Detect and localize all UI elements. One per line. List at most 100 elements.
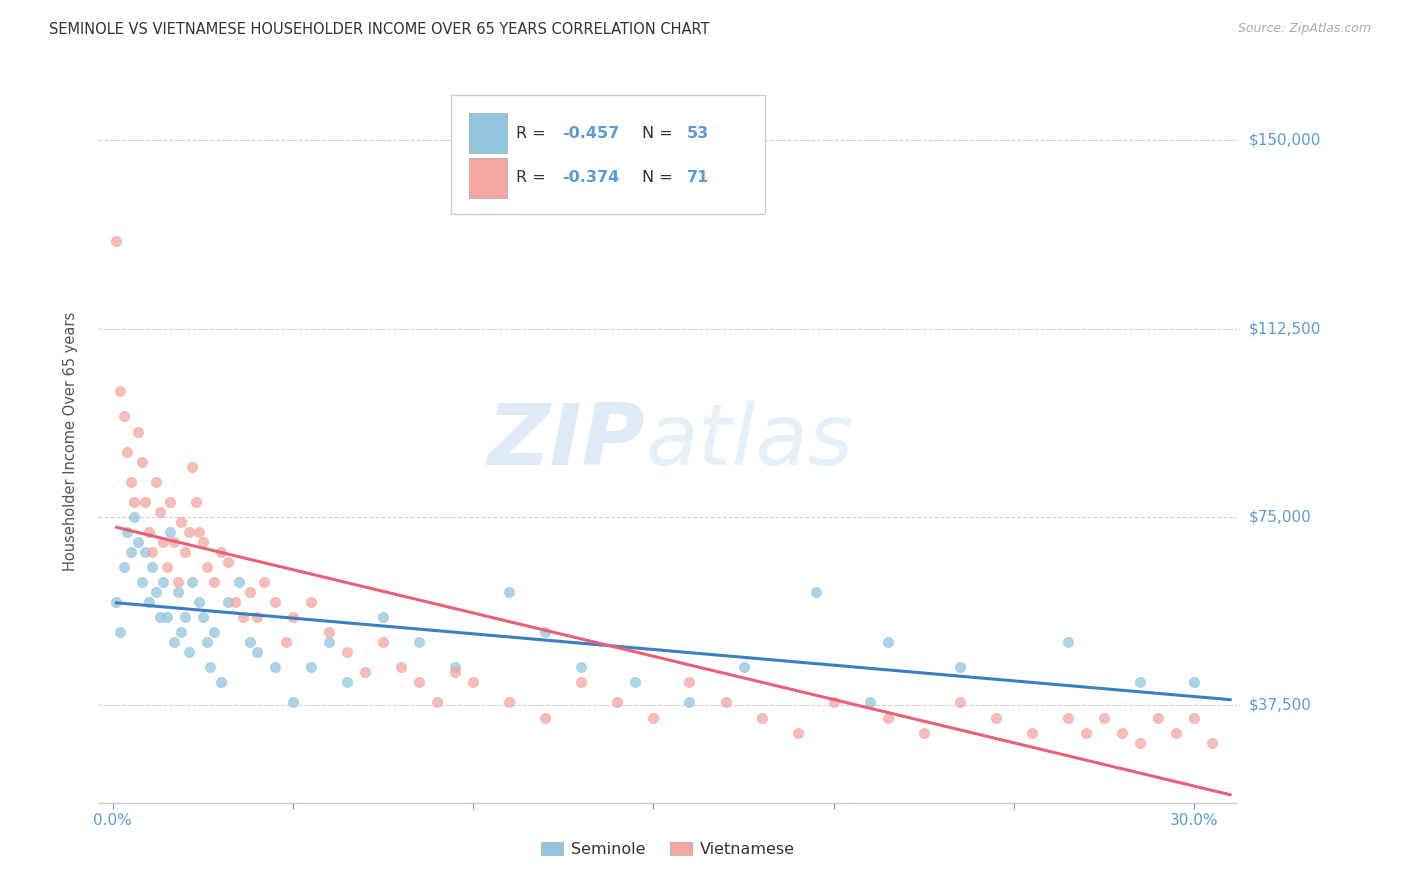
Point [191, 534, 214, 549]
Point [949, 696, 972, 710]
Y-axis label: Householder Income Over 65 years: Householder Income Over 65 years [63, 312, 77, 571]
Point [156, 560, 179, 574]
Text: atlas: atlas [645, 400, 853, 483]
Point [823, 696, 845, 710]
Point [191, 610, 214, 624]
Point [274, 635, 297, 649]
Point [1201, 735, 1223, 749]
Point [624, 675, 647, 690]
Point [177, 524, 200, 539]
Point [202, 625, 225, 640]
Point [108, 625, 131, 640]
Point [124, 509, 146, 524]
Point [105, 234, 128, 248]
Point [318, 625, 340, 640]
Point [152, 534, 174, 549]
Text: SEMINOLE VS VIETNAMESE HOUSEHOLDER INCOME OVER 65 YEARS CORRELATION CHART: SEMINOLE VS VIETNAMESE HOUSEHOLDER INCOM… [49, 22, 710, 37]
Point [174, 610, 197, 624]
Point [131, 454, 153, 468]
Point [117, 444, 139, 458]
Point [246, 610, 269, 624]
Point [299, 595, 322, 609]
Point [138, 595, 160, 609]
Point [127, 425, 149, 439]
Point [195, 635, 218, 649]
Point [239, 585, 262, 599]
Point [184, 494, 207, 508]
Point [117, 524, 139, 539]
Point [181, 459, 204, 474]
Point [170, 515, 193, 529]
Point [198, 660, 221, 674]
Point [138, 524, 160, 539]
Legend: Seminole, Vietnamese: Seminole, Vietnamese [534, 836, 801, 863]
Point [156, 610, 179, 624]
Point [149, 610, 172, 624]
Point [170, 625, 193, 640]
Point [804, 585, 827, 599]
Point [209, 675, 232, 690]
Point [131, 574, 153, 589]
Point [984, 710, 1007, 724]
Point [463, 675, 485, 690]
Point [159, 494, 181, 508]
Point [120, 475, 142, 489]
Point [336, 645, 359, 659]
Point [217, 555, 239, 569]
Point [281, 696, 304, 710]
Text: $37,500: $37,500 [1249, 698, 1312, 713]
Point [188, 524, 211, 539]
Point [408, 635, 430, 649]
Point [281, 610, 304, 624]
Point [534, 625, 557, 640]
Point [1182, 675, 1205, 690]
Point [751, 710, 773, 724]
Point [181, 574, 204, 589]
Point [1057, 710, 1080, 724]
Point [145, 585, 167, 599]
Text: 71: 71 [688, 170, 710, 186]
Point [643, 710, 665, 724]
Point [188, 595, 211, 609]
Point [166, 585, 188, 599]
Point [1111, 725, 1133, 739]
Point [786, 725, 808, 739]
Point [1164, 725, 1187, 739]
Point [177, 645, 200, 659]
Point [714, 696, 737, 710]
Point [426, 696, 449, 710]
Text: -0.374: -0.374 [562, 170, 619, 186]
FancyBboxPatch shape [468, 112, 508, 153]
Point [859, 696, 882, 710]
Point [498, 696, 520, 710]
Text: R =: R = [516, 126, 551, 141]
Point [876, 710, 898, 724]
Point [354, 665, 377, 680]
FancyBboxPatch shape [468, 158, 508, 198]
Point [678, 675, 700, 690]
Text: Source: ZipAtlas.com: Source: ZipAtlas.com [1237, 22, 1371, 36]
Point [152, 574, 174, 589]
Point [299, 660, 322, 674]
Point [149, 505, 172, 519]
Point [163, 635, 186, 649]
Point [134, 494, 156, 508]
Point [145, 475, 167, 489]
Point [120, 545, 142, 559]
Point [408, 675, 430, 690]
Point [678, 696, 700, 710]
Point [534, 710, 557, 724]
Text: $112,500: $112,500 [1249, 321, 1320, 336]
Point [1129, 735, 1152, 749]
Text: -0.457: -0.457 [562, 126, 619, 141]
Point [264, 595, 287, 609]
Point [1182, 710, 1205, 724]
Point [124, 494, 146, 508]
Point [371, 635, 394, 649]
Point [1147, 710, 1170, 724]
Point [127, 534, 149, 549]
Text: N =: N = [641, 170, 678, 186]
Point [228, 574, 250, 589]
Point [209, 545, 232, 559]
Point [163, 534, 186, 549]
